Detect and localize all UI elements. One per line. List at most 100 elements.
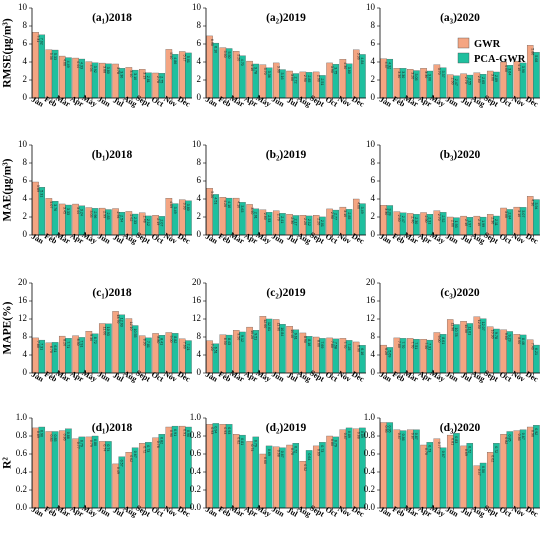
bar-value-label: 2.60	[451, 78, 455, 85]
y-tick-label: 2	[371, 211, 376, 221]
bar-value-label: 0.78	[156, 441, 160, 448]
y-tick-label: 16	[18, 295, 28, 305]
bar-value-label: 2.40	[411, 216, 415, 223]
bar-value-label: 0.93	[210, 427, 214, 434]
bar-value-label: 0.90	[169, 430, 173, 437]
bar-value-label: 2.90	[303, 75, 307, 82]
bar-value-label: 9.51	[253, 333, 257, 340]
bar-value-label: 0.72	[143, 446, 147, 453]
bar-value-label: 2.89	[494, 75, 498, 82]
y-tick-label: 8	[371, 331, 376, 341]
bar-value-label: 0.79	[333, 440, 337, 447]
bar-pca-gwr	[239, 434, 246, 509]
y-tick-label: 6	[197, 175, 202, 185]
legend: GWR PCA-GWR	[457, 37, 526, 65]
bar-value-label: 0.93	[223, 427, 227, 434]
bar-value-label: 7.70	[401, 341, 405, 348]
bar-value-label: 6.20	[384, 348, 388, 355]
bar-value-label: 8.30	[76, 339, 80, 346]
bar-value-label: 2.70	[464, 77, 468, 84]
legend-swatch-gwr	[457, 37, 470, 49]
bar-value-label: 7.25	[347, 343, 351, 350]
y-tick-label: 0	[371, 367, 376, 377]
bar-value-label: 5.33	[53, 53, 57, 60]
bar-value-label: 0.67	[441, 451, 445, 458]
y-tick-label: 0	[197, 229, 202, 239]
y-tick-label: 10	[192, 139, 202, 149]
y-tick-label: 0.8	[16, 430, 28, 440]
y-tick-label: 0.6	[190, 448, 202, 458]
bar-value-label: 2.91	[253, 212, 257, 219]
y-tick-label: 0.4	[190, 466, 202, 476]
bar-value-label: 2.77	[333, 213, 337, 220]
bar-value-label: 2.19	[156, 218, 160, 225]
y-tick-label: 0.6	[16, 448, 28, 458]
bar-value-label: 0.69	[267, 449, 271, 456]
panel-title: (a₂)2019	[266, 12, 306, 24]
panel-title: (c₃)2020	[440, 287, 479, 299]
y-tick-label: 10	[366, 2, 376, 12]
bar-value-label: 3.36	[267, 71, 271, 78]
bar-value-label: 8.30	[143, 339, 147, 346]
bar-value-label: 9.50	[237, 333, 241, 340]
bar-value-label: 3.40	[250, 207, 254, 214]
bar-value-label: 8.50	[223, 338, 227, 345]
bar-value-label: 0.74	[250, 444, 254, 451]
bar-value-label: 5.20	[210, 191, 214, 198]
bar-value-label: 2.01	[320, 220, 324, 227]
bar-value-label: 3.00	[290, 74, 294, 81]
bar-value-label: 10.78	[454, 327, 458, 336]
bar-gwr	[152, 437, 159, 509]
y-tick-label: 0.4	[16, 466, 28, 476]
bar-value-label: 6.81	[53, 345, 57, 352]
bar-pca-gwr	[399, 430, 407, 509]
y-tick-label: 0.2	[190, 484, 201, 494]
bar-value-label: 0.77	[437, 442, 441, 449]
bar-value-label: 6.51	[213, 347, 217, 354]
bar-pca-gwr	[345, 427, 353, 509]
bar-value-label: 2.10	[464, 219, 468, 226]
bar-pca-gwr	[386, 422, 394, 509]
y-tick-label: 8	[23, 20, 28, 30]
bar-value-label: 0.79	[253, 440, 257, 447]
bar-value-label: 7.71	[66, 341, 70, 348]
bar-value-label: 8.90	[303, 336, 307, 343]
bar-value-label: 8.20	[63, 339, 67, 346]
bar-value-label: 5.50	[227, 52, 231, 59]
bar-value-label: 7.91	[79, 340, 83, 347]
bar-value-label: 2.75	[159, 76, 163, 83]
bar-pca-gwr	[533, 425, 540, 509]
y-tick-label: 6	[197, 38, 202, 48]
bar-value-label: 6.90	[210, 39, 214, 46]
bar-gwr	[433, 438, 441, 509]
bar-value-label: 0.62	[491, 455, 495, 462]
bar-value-label: 11.01	[467, 326, 471, 335]
y-tick-label: 2	[23, 211, 28, 221]
bar-value-label: 1.93	[454, 221, 458, 228]
bar-value-label: 9.78	[494, 332, 498, 339]
bar-value-label: 9.12	[240, 335, 244, 342]
bar-value-label: 3.90	[521, 66, 525, 73]
bar-value-label: 12.07	[481, 322, 485, 331]
bar-value-label: 4.10	[250, 64, 254, 71]
bar-value-label: 0.67	[280, 451, 284, 458]
bar-gwr	[513, 430, 521, 509]
bar-value-label: 12.93	[119, 318, 123, 327]
bar-value-label: 3.78	[116, 67, 120, 74]
bar-gwr	[326, 435, 333, 509]
bar-value-label: 2.65	[481, 77, 485, 84]
bar-value-label: 10.30	[491, 330, 495, 339]
y-tick-label: 0.2	[16, 484, 27, 494]
bar-value-label: 2.30	[414, 217, 418, 224]
bar-value-label: 0.95	[384, 426, 388, 433]
bar-value-label: 2.53	[267, 215, 271, 222]
bar-value-label: 3.30	[397, 71, 401, 78]
bar-value-label: 5.17	[183, 54, 187, 61]
bar-value-label: 3.64	[507, 68, 511, 75]
y-tick-label: 0	[197, 367, 202, 377]
bar-value-label: 9.23	[507, 334, 511, 341]
